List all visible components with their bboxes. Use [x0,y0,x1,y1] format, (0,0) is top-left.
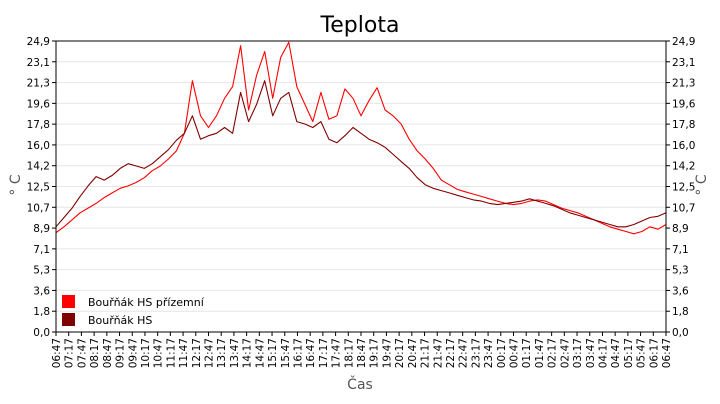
x-tick-label: 17:17 [318,338,330,368]
x-tick-label: 17:47 [331,338,343,368]
legend: Bouřňák HS přízemní Bouřňák HS [62,295,205,327]
y-tick-label-left: 12,5 [27,182,50,194]
legend-label-1: Bouřňák HS [88,314,152,327]
y-tick-label-right: 16,0 [672,140,695,152]
x-tick-label: 22:17 [445,338,457,368]
x-tick-label: 06:17 [648,338,660,368]
x-tick-label: 23:17 [470,338,482,368]
x-tick-label: 21:47 [432,338,444,368]
y-tick-label-right: 10,7 [672,202,695,214]
y-tick-label-right: 14,2 [672,161,695,173]
x-tick-label: 15:17 [267,338,279,368]
x-tick-label: 18:47 [356,338,368,368]
y-tick-label-right: 8,9 [672,223,689,235]
x-tick-label: 11:17 [165,338,177,368]
y-tick-label-left: 24,9 [27,36,50,48]
x-tick-label: 09:17 [115,338,127,368]
x-tick-label: 14:47 [254,338,266,368]
x-tick-label: 20:17 [394,338,406,368]
x-tick-label: 11:47 [178,338,190,368]
grid-layer [56,61,666,312]
x-tick-label: 19:47 [381,338,393,368]
x-tick-label: 07:17 [64,338,76,368]
x-tick-label: 14:17 [242,338,254,368]
x-tick-label: 22:47 [458,338,470,368]
y-tick-label-right: 23,1 [672,57,695,69]
y-tick-label-right: 17,8 [672,119,695,131]
x-tick-label: 00:17 [496,338,508,368]
legend-swatch-0 [62,295,75,308]
y-tick-label-right: 7,1 [672,244,689,256]
x-tick-label: 07:47 [76,338,88,368]
x-tick-label: 00:47 [509,338,521,368]
x-tick-label: 04:17 [597,338,609,368]
x-tick-label: 03:47 [585,338,597,368]
x-tick-label: 08:17 [89,338,101,368]
y-tick-label-left: 5,3 [33,265,50,277]
x-tick-label: 05:17 [623,338,635,368]
x-tick-label: 15:47 [280,338,292,368]
y-tick-label-left: 14,2 [27,161,50,173]
x-tick-label: 10:17 [140,338,152,368]
y-tick-label-left: 10,7 [27,202,50,214]
chart-title: Teplota [320,13,400,38]
y-tick-label-left: 19,6 [27,98,51,110]
x-tick-label: 18:17 [343,338,355,368]
x-tick-label: 09:47 [127,338,139,368]
y-tick-label-left: 1,8 [33,306,50,318]
x-tick-label: 20:47 [407,338,419,368]
x-tick-label: 06:47 [661,338,673,368]
y-axis-label-left: ° C [8,174,24,195]
x-tick-label: 02:47 [559,338,571,368]
x-tick-label: 16:17 [292,338,304,368]
y-tick-label-right: 19,6 [672,98,696,110]
y-tick-label-right: 5,3 [672,265,689,277]
x-tick-label: 21:17 [420,338,432,368]
y-tick-label-left: 21,3 [27,78,50,90]
y-tick-label-left: 3,6 [33,285,50,297]
y-tick-label-right: 21,3 [672,78,695,90]
x-tick-label: 12:47 [204,338,216,368]
x-tick-label: 05:47 [636,338,648,368]
x-tick-label: 13:17 [216,338,228,368]
series-layer [55,41,667,235]
y-tick-label-right: 0,0 [672,327,689,339]
y-tick-label-left: 23,1 [27,57,50,69]
y-tick-label-right: 1,8 [672,306,689,318]
x-tick-label: 10:47 [153,338,165,368]
x-tick-label: 01:17 [521,338,533,368]
legend-swatch-1 [62,313,75,326]
y-tick-label-left: 7,1 [33,244,50,256]
y-tick-label-left: 8,9 [33,223,50,235]
y-tick-label-right: 12,5 [672,182,695,194]
x-tick-label: 13:47 [229,338,241,368]
x-tick-label: 06:47 [51,338,63,368]
x-tick-label: 19:17 [369,338,381,368]
y-axis-label-right: ° C [694,174,710,195]
y-tick-label-left: 17,8 [27,119,50,131]
y-tick-label-right: 3,6 [672,285,689,297]
x-tick-label: 04:47 [610,338,622,368]
x-tick-label: 08:47 [102,338,114,368]
y-tick-label-right: 24,9 [672,36,695,48]
axes-layer: 0,0 0,0 1,8 1,8 3,6 3,6 5,3 5,3 7,1 7,1 8,9 8,9 10,7… [27,36,696,368]
x-tick-label: 02:17 [547,338,559,368]
series-line-1 [55,80,667,228]
y-tick-label-left: 0,0 [33,327,50,339]
x-tick-label: 12:17 [191,338,203,368]
x-tick-label: 03:17 [572,338,584,368]
x-tick-label: 01:47 [534,338,546,368]
x-axis-label: Čas [347,375,373,393]
x-tick-label: 23:47 [483,338,495,368]
x-tick-label: 16:47 [305,338,317,368]
series-line-0 [55,41,667,235]
y-tick-label-left: 16,0 [27,140,50,152]
legend-label-0: Bouřňák HS přízemní [88,296,205,309]
